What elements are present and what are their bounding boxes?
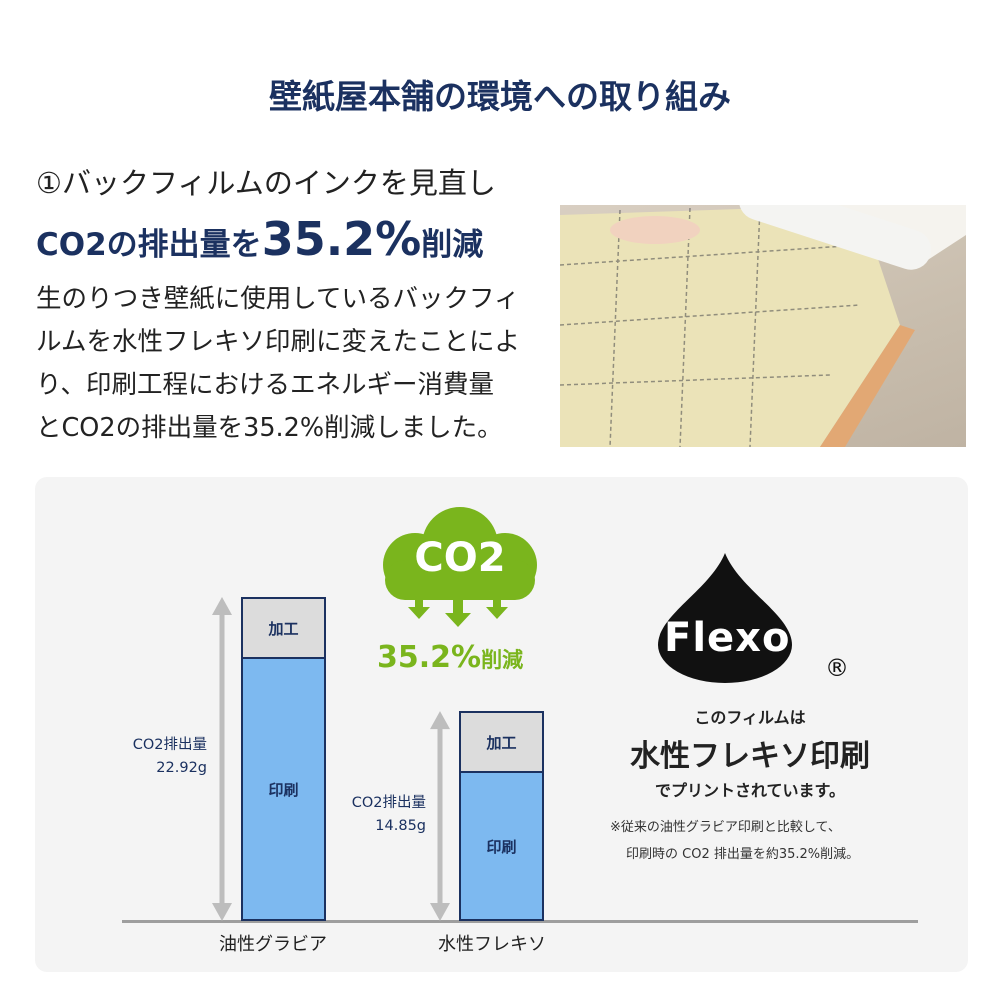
co2-cloud-icon — [383, 507, 537, 627]
value-label-title: CO2排出量 — [351, 795, 426, 811]
flexo-drop-logo — [658, 553, 792, 683]
description: 生のりつき壁紙に使用しているバックフィ ルムを水性フレキソ印刷に変えたことによ … — [36, 278, 546, 450]
segment-label: 印刷 — [486, 837, 517, 856]
section-heading: ①バックフィルムのインクを見直し — [36, 166, 496, 200]
flexo-note1: ※従来の油性グラビア印刷と比較して、 — [610, 820, 841, 835]
reduction-value: 35.2% — [377, 640, 482, 675]
value-label-amount: 14.85g — [375, 818, 426, 834]
photo-illustration — [560, 205, 966, 447]
headline-suffix: 削減 — [421, 227, 484, 263]
flexo-note2: 印刷時の CO2 排出量を約35.2%削減。 — [626, 847, 860, 862]
page-title: 壁紙屋本舗の環境への取り組み — [269, 77, 731, 116]
value-label-flexo: CO2排出量 14.85g — [318, 792, 426, 838]
segment-label: 印刷 — [268, 780, 299, 799]
category-label: 水性フレキソ — [438, 934, 546, 955]
flexo-line1: このフィルムは — [694, 708, 806, 727]
segment-label: 加工 — [268, 619, 299, 638]
bar-gravure: 加工 印刷 — [241, 597, 326, 921]
bar-segment-print: 印刷 — [461, 773, 542, 919]
description-line: り、印刷工程におけるエネルギー消費量 — [36, 370, 494, 400]
chart-baseline — [122, 920, 918, 923]
bar-flexo: 加工 印刷 — [459, 711, 544, 921]
segment-label: 加工 — [486, 733, 517, 752]
bar-segment-print: 印刷 — [243, 659, 324, 919]
headline-prefix: CO2の排出量を — [36, 227, 262, 263]
value-label-gravure: CO2排出量 22.92g — [100, 734, 207, 780]
reduction-suffix: 削減 — [481, 648, 524, 672]
description-line: とCO2の排出量を35.2%削減しました。 — [36, 413, 503, 443]
description-line: 生のりつき壁紙に使用しているバックフィ — [36, 284, 520, 314]
cloud-reduction: 35.2%削減 — [377, 640, 523, 675]
cloud-co2-label: CO2 — [414, 535, 506, 581]
wallpaper-backfilm-photo — [560, 205, 966, 447]
value-label-amount: 22.92g — [156, 760, 207, 776]
flexo-logo-text: Flexo — [664, 615, 791, 661]
bar-segment-process: 加工 — [243, 599, 324, 659]
headline-value: 35.2% — [261, 212, 422, 266]
description-line: ルムを水性フレキソ印刷に変えたことによ — [36, 327, 520, 357]
registered-mark: ® — [825, 654, 849, 682]
flexo-line2: 水性フレキソ印刷 — [630, 739, 870, 774]
flexo-line3: でプリントされています。 — [655, 781, 845, 800]
bar-segment-process: 加工 — [461, 713, 542, 774]
reduction-headline: CO2の排出量を35.2%削減 — [36, 212, 483, 266]
category-label: 油性グラビア — [219, 934, 327, 955]
value-label-title: CO2排出量 — [132, 737, 207, 753]
